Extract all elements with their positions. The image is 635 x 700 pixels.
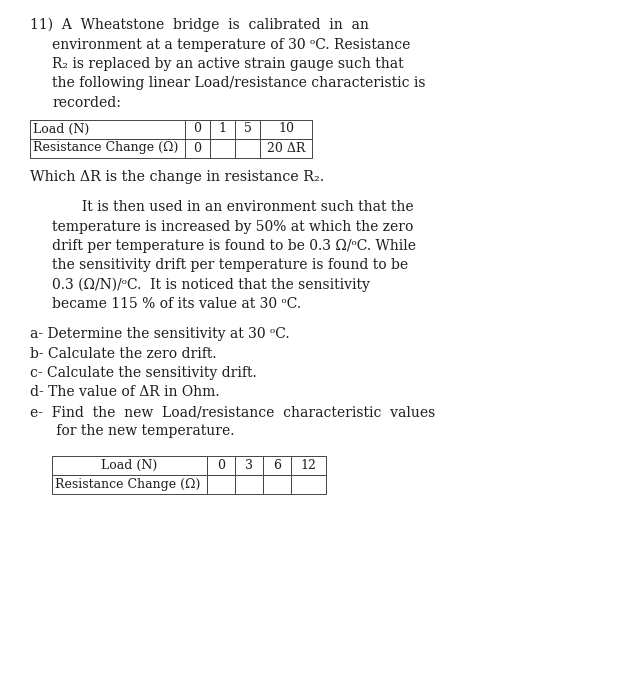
Text: a- Determine the sensitivity at 30 ᵒC.: a- Determine the sensitivity at 30 ᵒC. xyxy=(30,327,290,341)
Text: 5: 5 xyxy=(244,122,251,136)
Text: 1: 1 xyxy=(218,122,227,136)
Bar xyxy=(235,139,260,158)
Text: 0: 0 xyxy=(194,141,201,155)
Text: Load (N): Load (N) xyxy=(102,459,157,472)
Bar xyxy=(207,456,235,475)
Bar xyxy=(30,139,185,158)
Bar xyxy=(52,475,207,494)
Text: 6: 6 xyxy=(273,459,281,472)
Bar xyxy=(263,456,291,475)
Text: e-  Find  the  new  Load/resistance  characteristic  values: e- Find the new Load/resistance characte… xyxy=(30,405,435,419)
Text: Resistance Change (Ω): Resistance Change (Ω) xyxy=(33,141,178,155)
Bar xyxy=(52,456,207,475)
Text: 11)  A  Wheatstone  bridge  is  calibrated  in  an: 11) A Wheatstone bridge is calibrated in… xyxy=(30,18,369,32)
Text: 10: 10 xyxy=(278,122,294,136)
Bar xyxy=(210,120,235,139)
Text: 0: 0 xyxy=(217,459,225,472)
Text: 3: 3 xyxy=(245,459,253,472)
Text: 12: 12 xyxy=(300,459,316,472)
Text: temperature is increased by 50% at which the zero: temperature is increased by 50% at which… xyxy=(52,220,413,234)
Text: the following linear Load/resistance characteristic is: the following linear Load/resistance cha… xyxy=(52,76,425,90)
Text: 0: 0 xyxy=(194,122,201,136)
Text: 0.3 (Ω/N)/ᵒC.  It is noticed that the sensitivity: 0.3 (Ω/N)/ᵒC. It is noticed that the sen… xyxy=(52,278,370,293)
Bar xyxy=(260,139,312,158)
Text: R₂ is replaced by an active strain gauge such that: R₂ is replaced by an active strain gauge… xyxy=(52,57,404,71)
Bar xyxy=(210,139,235,158)
Text: Load (N): Load (N) xyxy=(33,122,90,136)
Text: became 115 % of its value at 30 ᵒC.: became 115 % of its value at 30 ᵒC. xyxy=(52,298,301,312)
Text: b- Calculate the zero drift.: b- Calculate the zero drift. xyxy=(30,346,217,360)
Text: Which ΔR is the change in resistance R₂.: Which ΔR is the change in resistance R₂. xyxy=(30,171,324,185)
Text: for the new temperature.: for the new temperature. xyxy=(30,424,234,438)
Bar xyxy=(30,120,185,139)
Bar xyxy=(260,120,312,139)
Text: the sensitivity drift per temperature is found to be: the sensitivity drift per temperature is… xyxy=(52,258,408,272)
Bar xyxy=(235,475,263,494)
Bar xyxy=(235,120,260,139)
Bar xyxy=(263,475,291,494)
Bar xyxy=(185,120,210,139)
Text: It is then used in an environment such that the: It is then used in an environment such t… xyxy=(60,200,413,214)
Bar xyxy=(291,456,326,475)
Bar xyxy=(207,475,235,494)
Text: 20 ΔR: 20 ΔR xyxy=(267,141,305,155)
Bar xyxy=(235,456,263,475)
Bar xyxy=(185,139,210,158)
Text: drift per temperature is found to be 0.3 Ω/ᵒC. While: drift per temperature is found to be 0.3… xyxy=(52,239,416,253)
Text: environment at a temperature of 30 ᵒC. Resistance: environment at a temperature of 30 ᵒC. R… xyxy=(52,38,410,52)
Bar xyxy=(291,475,326,494)
Text: Resistance Change (Ω): Resistance Change (Ω) xyxy=(55,478,201,491)
Text: recorded:: recorded: xyxy=(52,96,121,110)
Text: d- The value of ΔR in Ohm.: d- The value of ΔR in Ohm. xyxy=(30,386,220,400)
Text: c- Calculate the sensitivity drift.: c- Calculate the sensitivity drift. xyxy=(30,366,257,380)
